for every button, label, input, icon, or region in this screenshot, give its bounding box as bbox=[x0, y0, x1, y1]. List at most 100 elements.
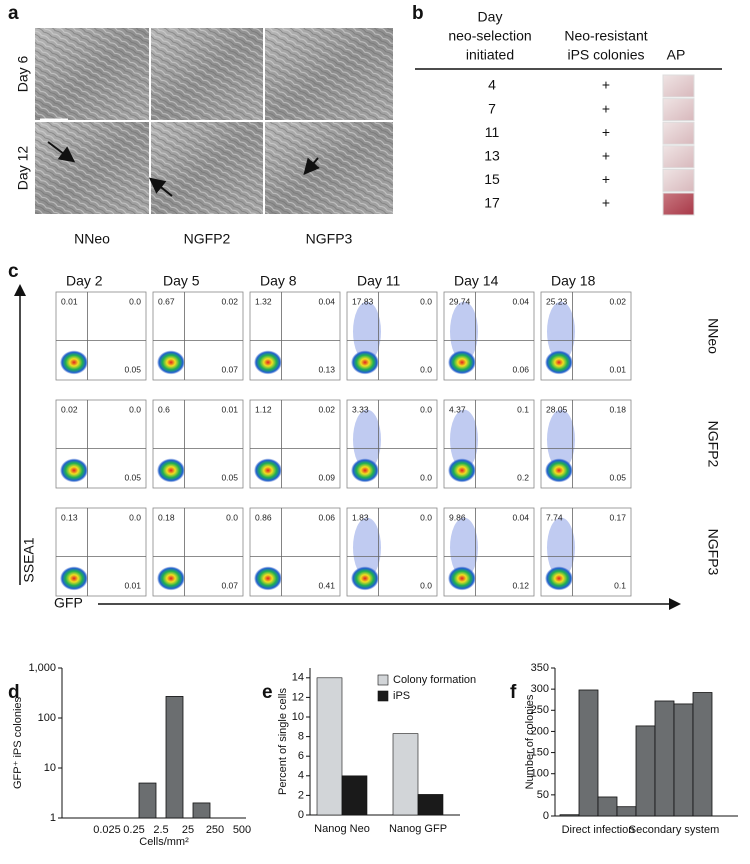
column-label: NNeo bbox=[74, 231, 110, 247]
cell-density bbox=[157, 458, 185, 483]
cell-cloud bbox=[353, 409, 381, 470]
y-tick-label: 100 bbox=[38, 712, 56, 724]
quadrant-value: 0.18 bbox=[158, 512, 175, 522]
table-cell: 17 bbox=[484, 195, 500, 211]
table-header: iPS colonies bbox=[567, 47, 644, 63]
cell-cloud bbox=[547, 409, 575, 470]
cell-density bbox=[448, 566, 476, 591]
ap-stain bbox=[662, 168, 695, 192]
panel-letter: f bbox=[510, 682, 517, 703]
cell-density bbox=[60, 458, 88, 483]
quadrant-value: 0.07 bbox=[221, 580, 238, 590]
micrograph-texture bbox=[265, 122, 393, 214]
quadrant-value: 0.09 bbox=[318, 472, 335, 482]
cell-density bbox=[157, 350, 185, 375]
bar bbox=[654, 700, 675, 817]
cell-density bbox=[351, 350, 379, 375]
table-header: neo-selection bbox=[448, 28, 531, 44]
legend-label: iPS bbox=[393, 690, 410, 702]
quadrant-value: 0.0 bbox=[420, 512, 432, 522]
bar bbox=[316, 677, 343, 816]
cell-density bbox=[545, 458, 573, 483]
table-cell: + bbox=[602, 124, 610, 140]
quadrant-value: 0.6 bbox=[158, 404, 170, 414]
quadrant-value: 0.1 bbox=[614, 580, 626, 590]
table-cell: + bbox=[602, 148, 610, 164]
quadrant-value: 0.01 bbox=[609, 364, 626, 374]
quadrant-value: 1.32 bbox=[255, 296, 272, 306]
cell-cloud bbox=[353, 517, 381, 578]
quadrant-value: 1.12 bbox=[255, 404, 272, 414]
quadrant-value: 0.0 bbox=[420, 580, 432, 590]
cell-cloud bbox=[450, 517, 478, 578]
ap-stain bbox=[662, 121, 695, 145]
ap-stain bbox=[662, 192, 695, 216]
cell-cloud bbox=[450, 301, 478, 362]
bar bbox=[692, 692, 713, 817]
cell-density bbox=[254, 350, 282, 375]
cell-cloud bbox=[547, 301, 575, 362]
row-label: Day 6 bbox=[15, 56, 31, 93]
quadrant-value: 0.13 bbox=[61, 512, 78, 522]
quadrant-value: 3.33 bbox=[352, 404, 369, 414]
y-tick-label: 14 bbox=[292, 672, 304, 684]
table-cell: 15 bbox=[484, 171, 500, 187]
bar bbox=[341, 775, 368, 816]
panel-letter: e bbox=[262, 682, 273, 703]
flow-plot bbox=[346, 507, 438, 597]
quadrant-value: 0.07 bbox=[221, 364, 238, 374]
x-tick-label: Secondary system bbox=[629, 824, 719, 836]
legend-swatch bbox=[377, 690, 389, 702]
cell-density bbox=[448, 350, 476, 375]
quadrant-value: 0.04 bbox=[512, 296, 529, 306]
quadrant-value: 0.01 bbox=[61, 296, 78, 306]
x-tick-label: 25 bbox=[182, 824, 194, 836]
row-label: NGFP2 bbox=[705, 421, 721, 468]
x-tick-label: Nanog Neo bbox=[314, 823, 370, 835]
quadrant-value: 1.83 bbox=[352, 512, 369, 522]
quadrant-value: 0.06 bbox=[512, 364, 529, 374]
quadrant-value: 0.12 bbox=[512, 580, 529, 590]
quadrant-value: 17.83 bbox=[352, 296, 374, 306]
cell-density bbox=[351, 566, 379, 591]
cell-density bbox=[157, 566, 185, 591]
y-tick-label: 200 bbox=[531, 725, 549, 737]
content: a Day 6 Day 12 NNeo NGFP2 NGFP3 b Day neo-select… bbox=[8, 3, 738, 848]
table-cell: + bbox=[602, 171, 610, 187]
row-label: NGFP3 bbox=[705, 529, 721, 576]
legend-label: Colony formation bbox=[393, 674, 476, 686]
y-axis-label: Number of colonies bbox=[524, 694, 536, 789]
quadrant-value: 0.0 bbox=[129, 404, 141, 414]
cell-density bbox=[60, 350, 88, 375]
bar bbox=[673, 703, 694, 817]
table-cell: 4 bbox=[488, 77, 496, 93]
quadrant-value: 0.0 bbox=[420, 404, 432, 414]
quadrant-value: 0.05 bbox=[124, 364, 141, 374]
x-tick-label: 500 bbox=[233, 824, 251, 836]
x-tick-label: 0.25 bbox=[123, 824, 144, 836]
quadrant-value: 0.01 bbox=[221, 404, 238, 414]
quadrant-value: 0.0 bbox=[420, 364, 432, 374]
micrograph-texture bbox=[151, 28, 263, 120]
y-tick-label: 350 bbox=[531, 662, 549, 674]
y-tick-label: 10 bbox=[292, 711, 304, 723]
panel-letter: a bbox=[8, 3, 19, 24]
micrograph-texture bbox=[35, 28, 149, 120]
arrow bbox=[303, 157, 320, 176]
quadrant-value: 0.0 bbox=[129, 512, 141, 522]
column-label: NGFP3 bbox=[306, 231, 353, 247]
quadrant-value: 0.02 bbox=[61, 404, 78, 414]
quadrant-value: 0.0 bbox=[129, 296, 141, 306]
cell-density bbox=[545, 566, 573, 591]
y-tick-label: 250 bbox=[531, 704, 549, 716]
cell-density bbox=[254, 458, 282, 483]
x-tick-label: 2.5 bbox=[153, 824, 168, 836]
quadrant-value: 0.2 bbox=[517, 472, 529, 482]
x-tick-label: 0.025 bbox=[93, 824, 121, 836]
cell-cloud bbox=[547, 517, 575, 578]
quadrant-value: 0.04 bbox=[512, 512, 529, 522]
day-label: Day 8 bbox=[260, 273, 297, 289]
y-tick-label: 12 bbox=[292, 691, 304, 703]
quadrant-value: 0.41 bbox=[318, 580, 335, 590]
